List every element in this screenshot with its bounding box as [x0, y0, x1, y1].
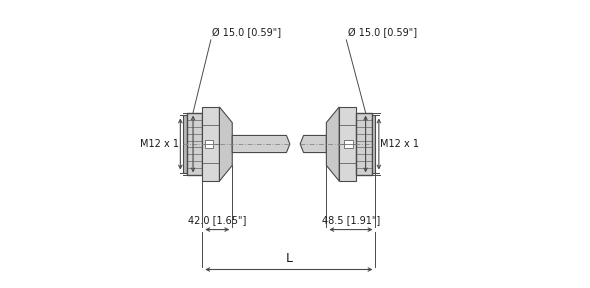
Polygon shape	[219, 107, 232, 181]
Text: 48.5 [1.91"]: 48.5 [1.91"]	[322, 215, 380, 225]
Bar	[339, 107, 356, 181]
Text: M12 x 1: M12 x 1	[140, 139, 179, 149]
Bar	[345, 140, 353, 148]
Text: Ø 15.0 [0.59"]: Ø 15.0 [0.59"]	[348, 28, 417, 39]
Text: M12 x 1: M12 x 1	[381, 139, 419, 149]
Polygon shape	[232, 135, 290, 153]
Bar	[183, 115, 186, 173]
Bar	[186, 113, 202, 175]
Text: 42.0 [1.65"]: 42.0 [1.65"]	[188, 215, 247, 225]
Bar	[372, 115, 375, 173]
Bar	[205, 140, 213, 148]
Polygon shape	[300, 135, 326, 153]
Text: L: L	[286, 252, 293, 265]
Bar	[356, 113, 372, 175]
Text: Ø 15.0 [0.59"]: Ø 15.0 [0.59"]	[212, 28, 281, 39]
Bar	[202, 107, 219, 181]
Polygon shape	[326, 107, 339, 181]
